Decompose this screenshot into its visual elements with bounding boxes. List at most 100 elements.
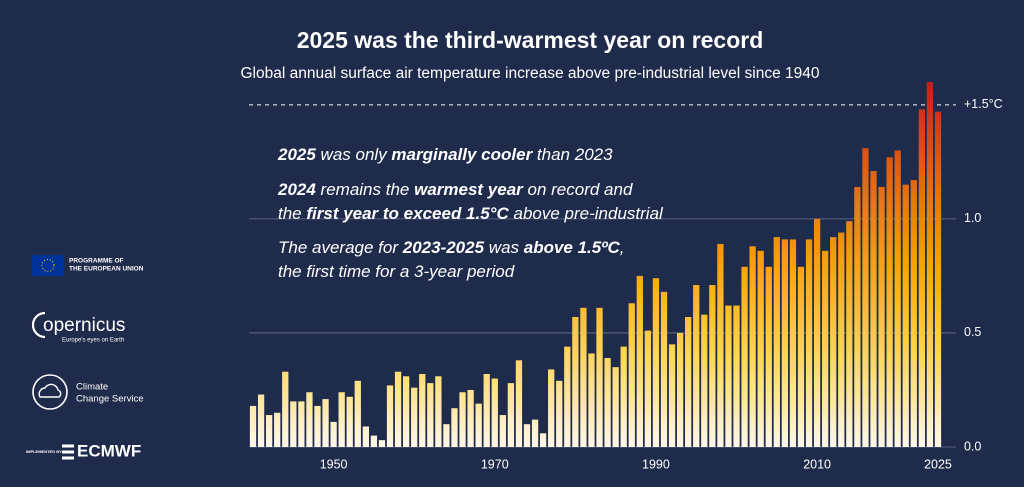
bar [523,424,531,447]
bar [322,399,329,447]
bar [507,383,515,447]
eu-stars [41,258,55,273]
bar [588,353,595,447]
copernicus-tagline: Europe's eyes on Earth [62,338,124,344]
bar [813,218,821,447]
annotation-text: the [278,204,307,223]
annotation-text: The average for [278,238,403,257]
bar [894,150,901,447]
bar [862,148,869,447]
bar [628,303,635,447]
bar [282,371,289,447]
bar [298,401,305,447]
bar [709,285,716,447]
bar [411,387,418,447]
bar [636,275,643,447]
bar [548,369,555,447]
chart-title: 2025 was the third-warmest year on recor… [297,27,764,53]
bar [902,184,909,447]
bar [910,180,917,447]
eu-flag [32,255,64,276]
bar [886,157,893,447]
y-tick-label: 1.0 [964,211,981,225]
eu-text: PROGRAMME OF [69,258,124,265]
bar [443,424,450,447]
bar [757,250,764,447]
ecmwf-name: ECMWF [77,441,141,460]
c3s-ring [32,374,68,410]
bar [427,383,434,447]
bar [572,316,579,447]
bar [459,392,466,447]
x-tick-label: 1990 [642,457,670,471]
annotation-text: was [484,238,524,257]
bar [701,314,708,447]
bar [918,109,925,447]
copernicus-logo: opernicus Europe's eyes on Earth [31,311,125,344]
c3s-logo: Climate Change Service [32,374,144,410]
annotation-text: the first time for a 3-year period [278,262,515,281]
ecmwf-mark [62,444,74,460]
bar [467,389,474,447]
annotation-line: 2024 remains the warmest year on record … [278,178,632,202]
bar [604,358,611,447]
bar [741,266,748,447]
bar [789,239,797,447]
bar [402,376,410,447]
eu-text: THE EUROPEAN UNION [69,266,144,273]
copernicus-c [31,311,46,339]
bar [556,380,563,447]
bar [854,186,861,447]
annotation-text: above pre-industrial [508,204,663,223]
bar [717,243,724,447]
annotation-text: warmest year [414,180,523,199]
ecmwf-logo: IMPLEMENTED BY ECMWF [26,441,141,460]
bar [693,285,700,447]
bar [314,405,321,447]
bar [378,440,386,447]
x-tick-label: 2025 [924,457,952,471]
bar [870,170,877,447]
bar [781,239,789,447]
bar [483,374,490,447]
bar [620,346,627,447]
bar [531,419,539,447]
bar [354,380,361,447]
annotation-text: than 2023 [532,145,613,164]
c3s-text: Climate [76,382,108,393]
bar [797,266,805,447]
bar [685,316,692,447]
annotation-line: the first year to exceed 1.5°C above pre… [278,202,663,226]
bar [765,266,772,447]
bar [419,374,426,447]
copernicus-name: opernicus [43,315,125,336]
y-tick-label: 0.0 [964,439,981,453]
annotation-text: 2023-2025 [402,238,485,257]
y-tick-label: +1.5°C [964,97,1003,111]
bar [451,408,458,447]
c3s-text: Change Service [76,394,144,405]
bar [830,237,837,447]
eu-logo: PROGRAMME OF THE EUROPEAN UNION [32,255,144,276]
bar [306,392,313,447]
bar [564,346,571,447]
bar [539,433,547,447]
bar [435,376,442,447]
bar [257,394,265,447]
bar [370,435,378,447]
annotation-text: on record and [522,180,633,199]
bar [773,237,780,447]
bar [838,232,845,447]
bar [652,278,660,447]
bar [274,412,281,447]
annotation-text: 2025 [278,145,316,164]
bar [499,415,506,447]
annotation-text: 2024 [278,180,316,199]
annotation-line: The average for 2023-2025 was above 1.5º… [278,236,624,260]
x-tick-label: 1970 [481,457,509,471]
annotation-text: remains the [315,180,415,199]
x-tick-label: 1950 [320,457,348,471]
bar [491,378,498,447]
bar [805,239,813,447]
bar [475,403,482,447]
